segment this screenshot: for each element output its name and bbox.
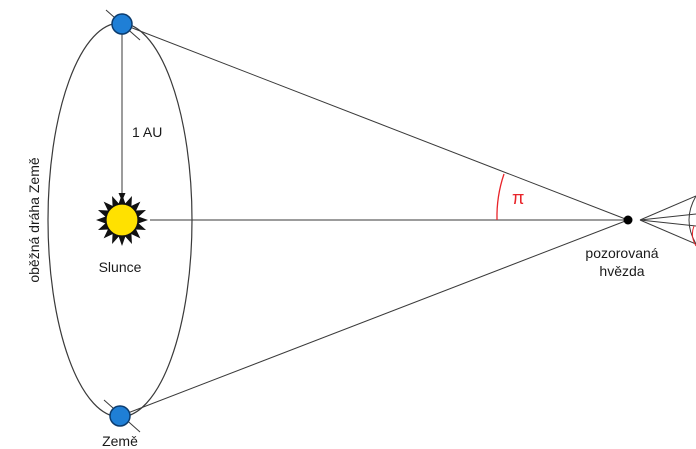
star-label-line2: hvězda: [599, 263, 644, 279]
parallax-label: π: [512, 188, 524, 208]
parallax-angle-arc: [496, 173, 505, 221]
sun-label: Slunce: [99, 259, 142, 275]
earth-label: Země: [102, 433, 138, 449]
sun-icon: [96, 194, 148, 246]
earth-top-icon: [111, 13, 133, 35]
earth-bottom-icon: [109, 405, 131, 427]
eye-icon: [639, 195, 696, 247]
orbit-label: oběžná dráha Země: [26, 157, 42, 283]
star-dot: [623, 215, 633, 225]
star-label-line1: pozorovaná: [585, 245, 658, 261]
distance-label: 1 AU: [132, 124, 162, 140]
sight-line-bottom: [119, 219, 629, 417]
sight-line-top: [121, 23, 629, 221]
